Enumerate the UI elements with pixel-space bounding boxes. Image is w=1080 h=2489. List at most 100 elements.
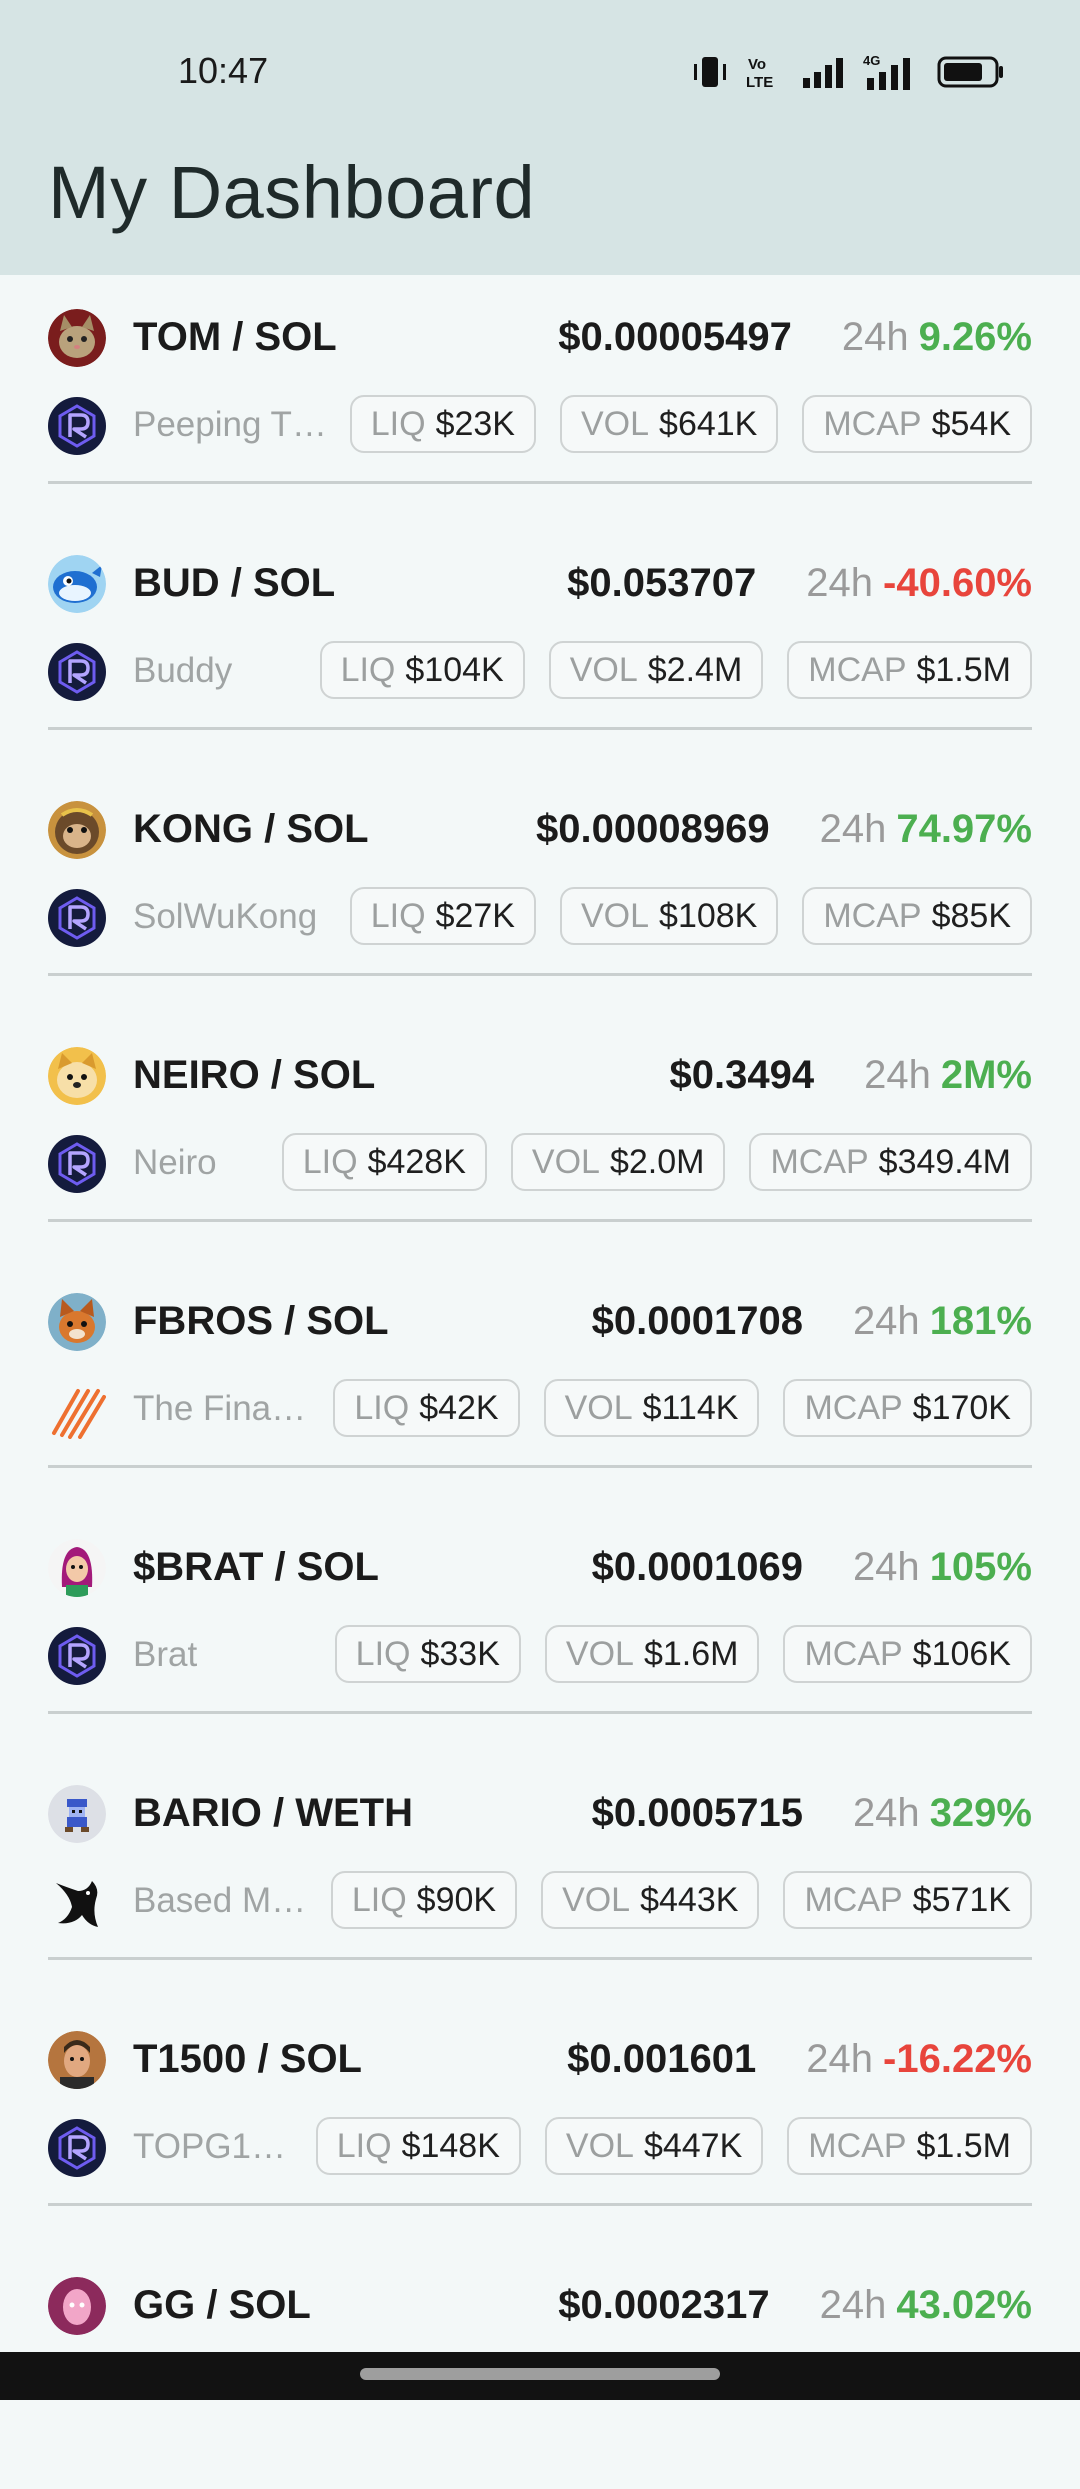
pair-label: T1500 / SOL <box>133 2037 362 2081</box>
token-row[interactable]: T1500 / SOL $0.001601 24h -16.22% TOPG1… LIQ $… <box>0 1997 1080 2243</box>
pair-label: FBROS / SOL <box>133 1299 389 1343</box>
volume-chip-label: VOL <box>569 650 638 689</box>
price-value: $0.3494 <box>669 1053 815 1097</box>
liquidity-chip: LIQ $42K <box>333 1379 520 1437</box>
token-row[interactable]: TOM / SOL $0.00005497 24h 9.26% Peeping T… LI… <box>0 275 1080 521</box>
status-time: 10:47 <box>178 50 269 91</box>
market-cap-chip-label: MCAP <box>770 1142 869 1181</box>
row-divider <box>48 1219 1032 1222</box>
change-period-label: 24h <box>852 1299 920 1343</box>
change-value: 105% <box>929 1545 1032 1589</box>
price-value: $0.00005497 <box>558 315 792 359</box>
liquidity-chip-label: LIQ <box>370 404 426 443</box>
4g-signal-icon: 4G <box>863 53 910 90</box>
liquidity-chip-value: $23K <box>435 404 515 443</box>
volume-chip-value: $641K <box>659 404 758 443</box>
liquidity-chip-value: $428K <box>367 1142 466 1181</box>
change-value: 181% <box>929 1299 1032 1343</box>
token-row[interactable]: $BRAT / SOL $0.0001069 24h 105% Brat LIQ $33K V… <box>0 1505 1080 1751</box>
token-name: TOPG1… <box>133 2127 287 2166</box>
token-row[interactable]: BARIO / WETH $0.0005715 24h 329% Based M… LIQ… <box>0 1751 1080 1997</box>
market-cap-chip-value: $85K <box>931 896 1011 935</box>
change-period-label: 24h <box>841 315 909 359</box>
volume-chip-label: VOL <box>565 1634 634 1673</box>
volume-chip-value: $443K <box>640 1880 739 1919</box>
price-group: $0.0001069 24h 105% <box>592 1545 1032 1590</box>
token-name: Buddy <box>133 651 233 690</box>
raydium-icon <box>48 397 106 455</box>
liquidity-chip: LIQ $148K <box>315 2117 521 2175</box>
liquidity-chip: LIQ $428K <box>281 1133 487 1191</box>
page-title: My Dashboard <box>48 151 536 234</box>
change-value: 329% <box>929 1791 1032 1835</box>
market-cap-chip-label: MCAP <box>808 650 907 689</box>
price-group: $0.053707 24h -40.60% <box>567 561 1032 606</box>
status-icons: Vo LTE 4G <box>693 52 1005 92</box>
market-cap-chip: MCAP $54K <box>802 395 1032 453</box>
token-name: Brat <box>133 1635 198 1674</box>
change-period-label: 24h <box>806 2037 874 2081</box>
navigation-bar <box>0 2352 1080 2400</box>
volume-chip-label: VOL <box>580 896 650 935</box>
liquidity-chip: LIQ $23K <box>349 395 536 453</box>
token-list[interactable]: TOM / SOL $0.00005497 24h 9.26% Peeping T… LI… <box>0 275 1080 2489</box>
price-group: $0.00005497 24h 9.26% <box>558 315 1032 360</box>
volume-chip: VOL $641K <box>559 395 779 453</box>
stats-chips: LIQ $428K VOL $2.0M MCAP $349.4M <box>281 1133 1032 1191</box>
token-row[interactable]: NEIRO / SOL $0.3494 24h 2M% Neiro LIQ $428K VOL… <box>0 1013 1080 1259</box>
raydium-icon <box>48 643 106 701</box>
token-avatar <box>48 2277 106 2335</box>
change-period-label: 24h <box>819 807 887 851</box>
liquidity-chip: LIQ $90K <box>330 1871 518 1929</box>
token-row[interactable]: GG / SOL $0.0002317 24h 43.02% <box>0 2243 1080 2489</box>
volume-chip-value: $447K <box>643 2126 743 2165</box>
volume-chip-label: VOL <box>565 2126 634 2165</box>
price-group: $0.0002317 24h 43.02% <box>558 2283 1032 2328</box>
market-cap-chip-value: $349.4M <box>878 1142 1011 1181</box>
price-value: $0.0005715 <box>591 1791 803 1835</box>
pair-label: $BRAT / SOL <box>133 1545 379 1589</box>
price-group: $0.00008969 24h 74.97% <box>536 807 1032 852</box>
row-divider <box>48 727 1032 730</box>
volume-chip-value: $1.6M <box>643 1634 739 1673</box>
token-row[interactable]: KONG / SOL $0.00008969 24h 74.97% SolWuKong L… <box>0 767 1080 1013</box>
change-period-label: 24h <box>806 561 874 605</box>
stats-chips: LIQ $148K VOL $447K MCAP $1.5M <box>315 2117 1032 2175</box>
token-row[interactable]: FBROS / SOL $0.0001708 24h 181% The Fina… LIQ… <box>0 1259 1080 1505</box>
change-period-label: 24h <box>819 2283 887 2327</box>
token-row[interactable]: BUD / SOL $0.053707 24h -40.60% Buddy LIQ $104… <box>0 521 1080 767</box>
liquidity-chip-label: LIQ <box>354 1388 410 1427</box>
row-divider <box>48 1465 1032 1468</box>
token-name: The Fina… <box>133 1389 307 1428</box>
price-group: $0.3494 24h 2M% <box>670 1053 1032 1098</box>
pair-label: TOM / SOL <box>133 315 337 359</box>
raydium-icon <box>48 1627 106 1685</box>
volume-chip-value: $2.0M <box>609 1142 705 1181</box>
svg-text:4G: 4G <box>863 53 880 68</box>
stats-chips: LIQ $33K VOL $1.6M MCAP $106K <box>334 1625 1032 1683</box>
liquidity-chip: LIQ $104K <box>319 641 525 699</box>
volume-chip-value: $2.4M <box>647 650 743 689</box>
signal-icon <box>803 58 843 88</box>
price-value: $0.053707 <box>567 561 757 605</box>
home-gesture-handle[interactable] <box>360 2368 720 2380</box>
market-cap-chip-value: $1.5M <box>916 2126 1012 2165</box>
change-value: -40.60% <box>883 561 1032 605</box>
token-name: SolWuKong <box>133 897 318 936</box>
stats-chips: LIQ $104K VOL $2.4M MCAP $1.5M <box>319 641 1032 699</box>
liquidity-chip: LIQ $27K <box>349 887 536 945</box>
volume-chip: VOL $443K <box>541 1871 760 1929</box>
change-value: 2M% <box>940 1053 1032 1097</box>
change-period-label: 24h <box>864 1053 931 1097</box>
volume-chip-value: $108K <box>659 896 758 935</box>
market-cap-chip-value: $1.5M <box>916 650 1012 689</box>
market-cap-chip: MCAP $170K <box>783 1379 1032 1437</box>
price-value: $0.001601 <box>567 2037 757 2081</box>
token-avatar <box>48 1539 106 1597</box>
liquidity-chip-label: LIQ <box>355 1634 411 1673</box>
market-cap-chip: MCAP $1.5M <box>787 2117 1032 2175</box>
volume-chip-label: VOL <box>562 1880 631 1919</box>
liquidity-chip-value: $42K <box>419 1388 499 1427</box>
market-cap-chip-value: $54K <box>931 404 1011 443</box>
row-divider <box>48 481 1032 484</box>
